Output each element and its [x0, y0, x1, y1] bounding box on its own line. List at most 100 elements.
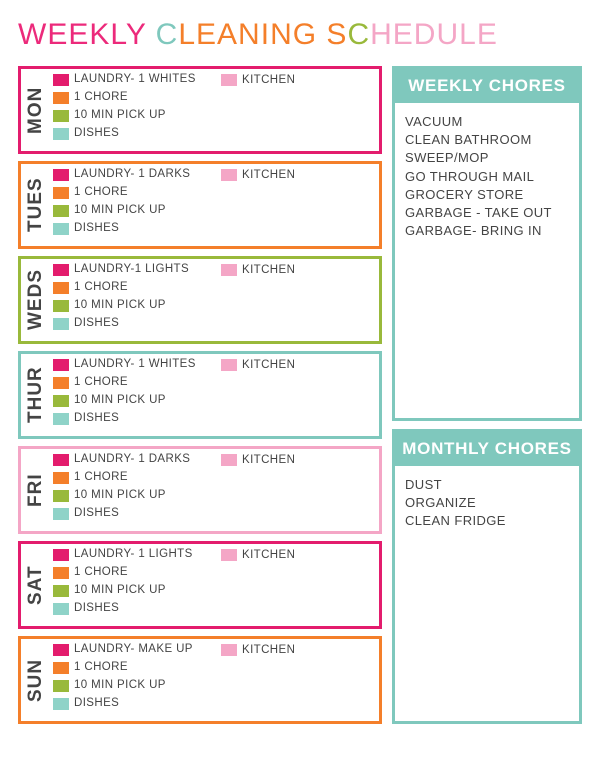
task-row: 10 MIN PICK UP: [53, 680, 373, 692]
chore-item: CLEAN BATHROOM: [405, 131, 569, 149]
task-row: DISHES: [53, 603, 373, 615]
orange-swatch-icon: [53, 377, 69, 389]
task-label: LAUNDRY- MAKE UP: [74, 644, 193, 656]
task-label: 10 MIN PICK UP: [74, 395, 166, 407]
task-label: 1 CHORE: [74, 92, 128, 104]
task-label: 1 CHORE: [74, 282, 128, 294]
orange-swatch-icon: [53, 472, 69, 484]
chore-item: VACUUM: [405, 113, 569, 131]
chore-item: ORGANIZE: [405, 494, 569, 512]
task-label: 1 CHORE: [74, 567, 128, 579]
task-label: 1 CHORE: [74, 472, 128, 484]
olive-swatch-icon: [53, 395, 69, 407]
chore-item: GARBAGE - TAKE OUT: [405, 204, 569, 222]
task-row: LAUNDRY- 1 DARKS: [53, 169, 373, 181]
olive-swatch-icon: [53, 205, 69, 217]
task-row: 1 CHORE: [53, 567, 373, 579]
pink-swatch-icon: [221, 359, 237, 371]
task-label: 10 MIN PICK UP: [74, 585, 166, 597]
day-label: FRI: [21, 449, 51, 531]
teal-swatch-icon: [53, 603, 69, 615]
task-label: LAUNDRY- 1 LIGHTS: [74, 549, 193, 561]
day-body: LAUNDRY- 1 WHITES 1 CHORE 10 MIN PICK UP DI…: [51, 354, 379, 436]
task-label: 10 MIN PICK UP: [74, 490, 166, 502]
task-row: 10 MIN PICK UP: [53, 395, 373, 407]
side-task-label: KITCHEN: [242, 264, 295, 276]
day-body: LAUNDRY- MAKE UP1 CHORE10 MIN PICK UPDIS…: [51, 639, 379, 721]
side-task-label: KITCHEN: [242, 644, 295, 656]
day-box-fri: FRILAUNDRY- 1 DARKS 1 CHORE 10 MIN PICK UP…: [18, 446, 382, 534]
weekly-chores-body: VACUUMCLEAN BATHROOMSWEEP/MOPGO THROUGH …: [395, 103, 579, 418]
task-label: DISHES: [74, 223, 119, 235]
task-label: 1 CHORE: [74, 662, 128, 674]
magenta-swatch-icon: [53, 264, 69, 276]
orange-swatch-icon: [53, 187, 69, 199]
chore-item: DUST: [405, 476, 569, 494]
day-label: TUES: [21, 164, 51, 246]
side-task-label: KITCHEN: [242, 359, 295, 371]
teal-swatch-icon: [53, 128, 69, 140]
task-row: LAUNDRY- MAKE UP: [53, 644, 373, 656]
task-row: 1 CHORE: [53, 282, 373, 294]
chore-item: GO THROUGH MAIL: [405, 168, 569, 186]
task-row: 1 CHORE: [53, 377, 373, 389]
task-row: 10 MIN PICK UP: [53, 490, 373, 502]
pink-swatch-icon: [221, 549, 237, 561]
olive-swatch-icon: [53, 585, 69, 597]
day-body: LAUNDRY-1 LIGHTS 1 CHORE 10 MIN PICK UP DIS…: [51, 259, 379, 341]
task-label: LAUNDRY-1 LIGHTS: [74, 264, 189, 276]
olive-swatch-icon: [53, 300, 69, 312]
task-row: 10 MIN PICK UP: [53, 110, 373, 122]
task-row: 1 CHORE: [53, 662, 373, 674]
task-row: DISHES: [53, 413, 373, 425]
teal-swatch-icon: [53, 413, 69, 425]
task-label: 10 MIN PICK UP: [74, 680, 166, 692]
orange-swatch-icon: [53, 282, 69, 294]
olive-swatch-icon: [53, 110, 69, 122]
chores-column: WEEKLY CHORES VACUUMCLEAN BATHROOMSWEEP/…: [392, 66, 582, 724]
day-label: SAT: [21, 544, 51, 626]
page-title: WEEKLY CLEANING SCHEDULE: [18, 18, 582, 52]
monthly-chores-panel: MONTHLY CHORES DUSTORGANIZECLEAN FRIDGE: [392, 429, 582, 724]
teal-swatch-icon: [53, 223, 69, 235]
weekly-chores-panel: WEEKLY CHORES VACUUMCLEAN BATHROOMSWEEP/…: [392, 66, 582, 421]
side-task: KITCHEN: [221, 264, 295, 276]
task-row: 1 CHORE: [53, 92, 373, 104]
side-task: KITCHEN: [221, 454, 295, 466]
day-label: WEDS: [21, 259, 51, 341]
task-row: 10 MIN PICK UP: [53, 300, 373, 312]
orange-swatch-icon: [53, 567, 69, 579]
task-label: LAUNDRY- 1 WHITES: [74, 74, 196, 86]
magenta-swatch-icon: [53, 644, 69, 656]
pink-swatch-icon: [221, 264, 237, 276]
task-label: DISHES: [74, 318, 119, 330]
day-label: MON: [21, 69, 51, 151]
side-task-label: KITCHEN: [242, 454, 295, 466]
teal-swatch-icon: [53, 698, 69, 710]
chore-item: CLEAN FRIDGE: [405, 512, 569, 530]
task-row: LAUNDRY- 1 LIGHTS: [53, 549, 373, 561]
task-row: LAUNDRY- 1 DARKS: [53, 454, 373, 466]
magenta-swatch-icon: [53, 74, 69, 86]
day-box-tues: TUESLAUNDRY- 1 DARKS1 CHORE10 MIN PICK U…: [18, 161, 382, 249]
task-row: LAUNDRY- 1 WHITES: [53, 359, 373, 371]
chore-item: GARBAGE- BRING IN: [405, 222, 569, 240]
orange-swatch-icon: [53, 92, 69, 104]
task-label: LAUNDRY- 1 WHITES: [74, 359, 196, 371]
task-row: DISHES: [53, 318, 373, 330]
magenta-swatch-icon: [53, 169, 69, 181]
task-label: 10 MIN PICK UP: [74, 110, 166, 122]
task-row: 1 CHORE: [53, 472, 373, 484]
teal-swatch-icon: [53, 318, 69, 330]
olive-swatch-icon: [53, 680, 69, 692]
monthly-chores-header: MONTHLY CHORES: [395, 432, 579, 466]
side-task: KITCHEN: [221, 74, 295, 86]
side-task-label: KITCHEN: [242, 169, 295, 181]
task-row: 10 MIN PICK UP: [53, 585, 373, 597]
task-row: DISHES: [53, 223, 373, 235]
day-label: THUR: [21, 354, 51, 436]
weekly-chores-header: WEEKLY CHORES: [395, 69, 579, 103]
task-row: DISHES: [53, 128, 373, 140]
side-task-label: KITCHEN: [242, 549, 295, 561]
task-label: DISHES: [74, 413, 119, 425]
